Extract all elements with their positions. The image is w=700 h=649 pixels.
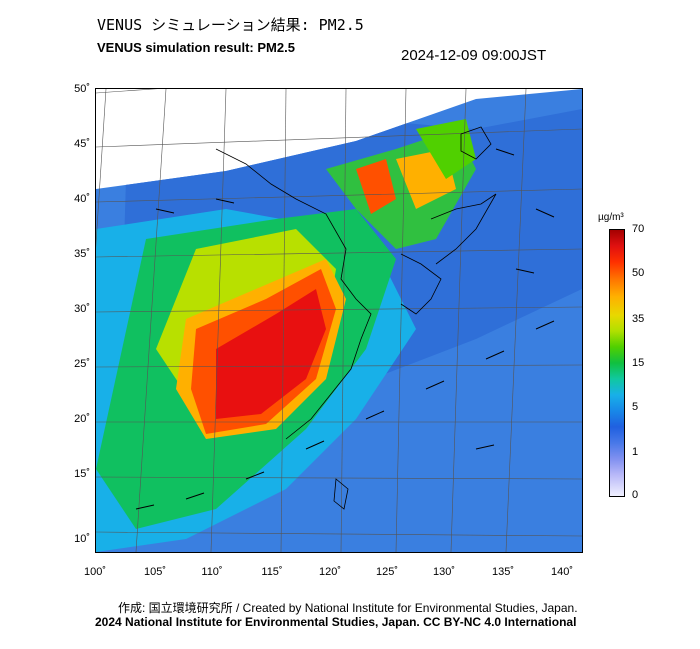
lon-tick-label: 120˚: [318, 566, 342, 578]
colorbar-label: 50: [632, 267, 645, 279]
lon-tick-label: 110˚: [201, 566, 223, 578]
lat-tick-label: 10˚: [74, 533, 90, 545]
copyright-line: 2024 National Institute for Environmenta…: [95, 615, 577, 629]
credit-line: 作成: 国立環境研究所 / Created by National Instit…: [118, 601, 578, 615]
lon-tick-label: 135˚: [491, 566, 515, 578]
wind-vectors: [135, 148, 555, 510]
lon-tick-label: 125˚: [375, 566, 399, 578]
lat-tick-label: 40˚: [74, 193, 90, 205]
lon-tick-label: 115˚: [261, 566, 283, 578]
concentration-field: [96, 89, 582, 552]
lon-tick-label: 140˚: [550, 566, 574, 578]
lon-tick-label: 100˚: [83, 566, 107, 578]
colorbar: [609, 229, 625, 497]
colorbar-label: 15: [632, 357, 645, 369]
map-canvas: [96, 89, 582, 552]
colorbar-label: 1: [632, 446, 639, 458]
graticule: [96, 89, 582, 552]
lat-tick-label: 50˚: [74, 83, 90, 95]
colorbar-label: 35: [632, 313, 645, 325]
colorbar-label: 0: [632, 489, 639, 501]
lat-tick-label: 15˚: [74, 468, 90, 480]
colorbar-label: 5: [632, 401, 639, 413]
lat-tick-label: 35˚: [74, 248, 90, 260]
lat-tick-label: 20˚: [74, 413, 90, 425]
title-english: VENUS simulation result: PM2.5: [97, 40, 295, 55]
colorbar-unit: µg/m³: [598, 212, 624, 223]
lon-tick-label: 130˚: [432, 566, 456, 578]
coastlines: [215, 126, 497, 510]
lat-tick-label: 30˚: [74, 303, 90, 315]
pm25-map: [95, 88, 583, 553]
title-japanese: VENUS シミュレーション結果: PM2.5: [97, 16, 364, 34]
lat-tick-label: 45˚: [74, 138, 90, 150]
colorbar-label: 70: [632, 223, 645, 235]
lat-tick-label: 25˚: [74, 358, 90, 370]
lon-tick-label: 105˚: [143, 566, 167, 578]
timestamp: 2024-12-09 09:00JST: [401, 47, 547, 64]
